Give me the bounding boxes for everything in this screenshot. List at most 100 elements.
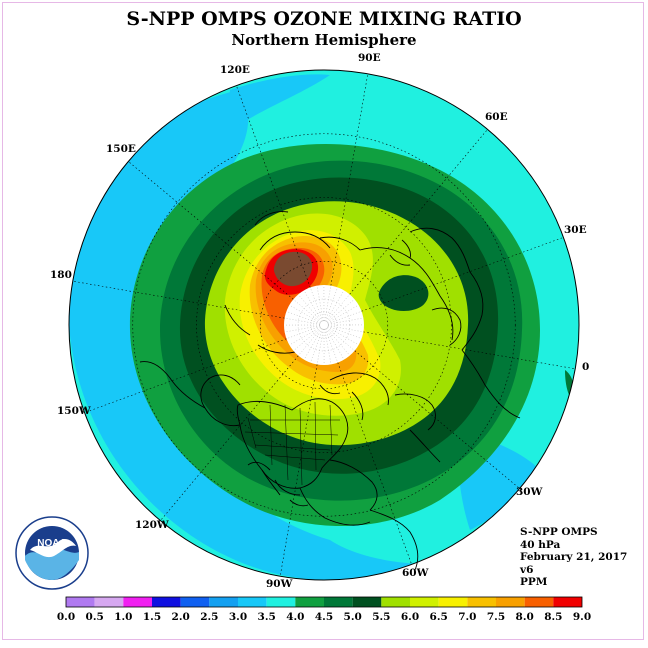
colorbar-tick-label: 5.0: [344, 611, 362, 623]
latitude-circle: [132, 133, 516, 517]
noaa-logo-wave: [25, 549, 79, 580]
colorbar-swatch: [123, 597, 152, 607]
polar-grid-line: [325, 287, 338, 322]
colorbar-tick-label: 8.5: [544, 611, 562, 623]
info-instrument: S-NPP OMPS: [520, 526, 598, 538]
latitude-circle: [259, 260, 389, 390]
polar-grid-line: [284, 317, 321, 325]
polar-grid-line: [293, 299, 322, 323]
lon-label-120e: 120E: [220, 64, 250, 76]
info-units: PPM: [520, 576, 548, 588]
colorbar-tick-label: 7.5: [487, 611, 505, 623]
lon-label-90e: 90E: [358, 52, 381, 64]
colorbar-tick-label: 2.0: [172, 611, 190, 623]
longitude-labels: 120E 90E 60E 150E 30E 180 0 150W 30W 120…: [50, 52, 589, 590]
colorbar-swatch: [324, 597, 353, 607]
graticule: [72, 73, 576, 577]
colorbar-tick-label: 4.5: [315, 611, 333, 623]
ozone-band-3-0-south: [225, 529, 275, 562]
colorbar-tick-label: 7.0: [458, 611, 476, 623]
polar-grid-line: [293, 327, 322, 351]
polar-grid-circle: [310, 311, 338, 339]
polar-grid-line: [298, 294, 322, 323]
polar-grid-line: [326, 299, 355, 323]
image-frame: [2, 2, 644, 640]
lon-label-60w: 60W: [402, 567, 429, 579]
colorbar-swatch: [238, 597, 267, 607]
colorbar-tick-label: 9.0: [573, 611, 591, 623]
info-level: 40 hPa: [520, 538, 561, 551]
noaa-logo-text: NOAA: [37, 538, 66, 549]
polar-grid-line: [325, 328, 345, 360]
polar-data-gap: [284, 285, 364, 365]
colorbar-swatch: [266, 597, 296, 607]
polar-grid-line: [324, 285, 332, 322]
colorbar-tick-label: 2.5: [200, 611, 218, 623]
polar-grid-line: [316, 328, 324, 365]
map-subtitle: Northern Hemisphere: [231, 31, 417, 49]
colorbar-tick-label: 0.0: [57, 611, 75, 623]
colorbar-tick-label: 8.0: [516, 611, 534, 623]
lon-label-90w: 90W: [266, 578, 293, 590]
colorbar-swatch: [94, 597, 124, 607]
colorbar-tick-label: 5.5: [372, 611, 390, 623]
info-date: February 21, 2017: [520, 551, 628, 563]
colorbar-tick-label: 4.0: [286, 611, 304, 623]
lon-label-30w: 30W: [516, 486, 543, 498]
colorbar-swatch: [209, 597, 238, 607]
colorbar-border: [65, 596, 583, 608]
ozone-band-3-0: [69, 90, 470, 580]
colorbar-tick-label: 1.0: [114, 611, 132, 623]
polar-grid-line: [310, 287, 323, 322]
polar-grid-line: [298, 327, 322, 356]
lon-label-180: 180: [50, 269, 72, 281]
colorbar-swatch: [438, 597, 468, 607]
lon-label-60e: 60E: [485, 111, 508, 123]
noaa-logo-gull: [30, 539, 76, 558]
colorbar-tick-label: 1.5: [143, 611, 161, 623]
polar-grid-line: [286, 326, 321, 339]
colorbar-tick-label: 6.0: [401, 611, 419, 623]
polar-grid-line: [327, 317, 364, 325]
colorbar-swatch: [467, 597, 496, 607]
polar-grid-line: [310, 328, 323, 363]
noaa-logo: NOAA: [15, 516, 89, 590]
ozone-band-9-0: [273, 251, 313, 287]
ozone-low-pocket: [378, 275, 429, 312]
polar-grid-line: [316, 285, 324, 322]
colorbar-swatch: [410, 597, 439, 607]
colorbar-swatch: [352, 597, 382, 607]
polar-grid-line: [324, 328, 332, 365]
lon-label-30e: 30E: [564, 224, 587, 236]
ozone-band-3-0-north: [229, 74, 330, 125]
polar-grid-line: [327, 304, 359, 324]
polar-grid-line: [326, 327, 350, 356]
polar-grid-line: [326, 327, 355, 351]
polar-grid-line: [289, 326, 321, 346]
polar-grid-line: [327, 325, 364, 333]
political-borders: [244, 401, 340, 486]
latitude-circle: [196, 197, 452, 453]
map-title: S-NPP OMPS OZONE MIXING RATIO: [126, 8, 522, 30]
info-version: v6: [520, 563, 534, 576]
colorbar-tick-label: 3.0: [229, 611, 247, 623]
polar-gap-graticule: [283, 284, 365, 366]
lon-label-120w: 120W: [135, 519, 169, 531]
polar-grid-circle: [297, 298, 351, 352]
colorbar-tick-label: 3.5: [258, 611, 276, 623]
colorbar-swatch: [381, 597, 410, 607]
polar-grid-line: [327, 326, 362, 339]
lon-label-150e: 150E: [106, 143, 136, 155]
colorbar-swatch: [152, 597, 181, 607]
colorbar-tick-label: 0.5: [86, 611, 104, 623]
lon-label-150w: 150W: [57, 405, 91, 417]
polar-grid-line: [325, 328, 338, 363]
polar-grid-line: [286, 311, 321, 324]
polar-grid-line: [326, 294, 350, 323]
product-info: S-NPP OMPS 40 hPa February 21, 2017 v6 P…: [520, 526, 627, 589]
colorbar-tick-label: 6.5: [430, 611, 448, 623]
colorbar-swatch: [295, 597, 324, 607]
polar-grid-line: [303, 290, 323, 322]
lon-label-0: 0: [582, 361, 589, 373]
